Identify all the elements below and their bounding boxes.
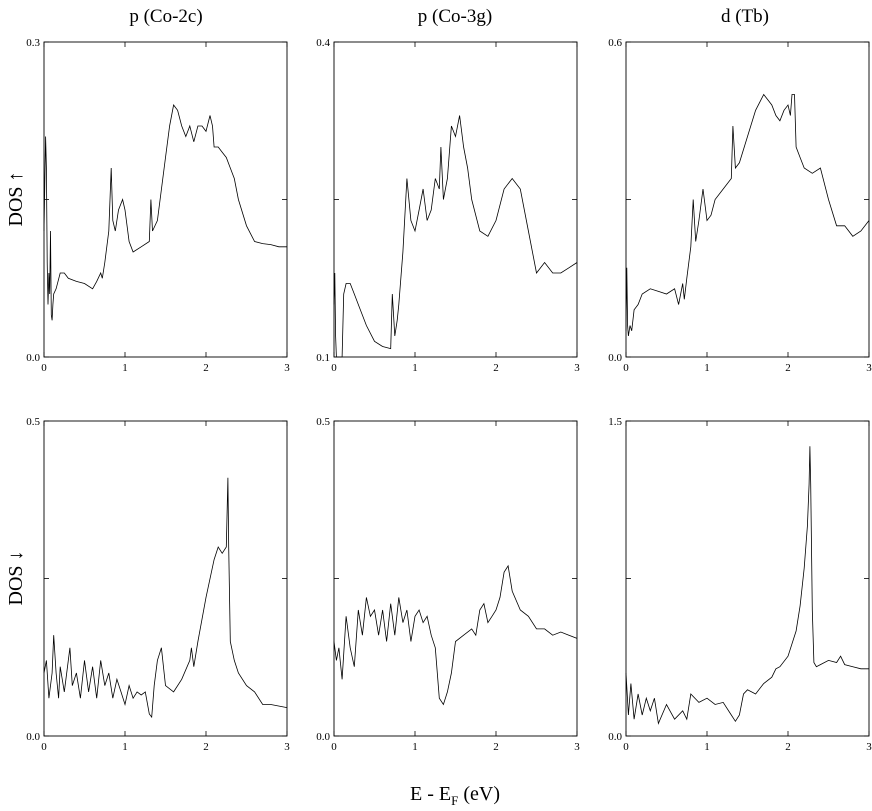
x-tick-label: 2 [785,741,791,753]
y-tick-label: 0.5 [26,416,40,428]
x-tick-label: 2 [785,362,791,374]
y-tick-label: 0.0 [26,352,40,364]
panel-2: 0 1 2 3 0.1 0.4 [316,37,580,374]
x-tick-label: 1 [704,362,710,374]
x-tick-label: 0 [41,362,47,374]
x-tick-label: 2 [203,362,209,374]
panel-1: 0 1 2 3 0.0 0.3 [26,37,290,374]
x-tick-label: 2 [493,741,499,753]
x-axis-label-subscript: F [451,793,458,808]
x-tick-label: 0 [331,741,337,753]
y-tick-label: 0.0 [316,731,330,743]
dos-curve [333,564,578,706]
column-title-co-3g: p (Co-3g) [418,6,492,27]
panel-4: 0 1 2 3 0.0 0.5 [26,416,290,753]
x-tick-label: 2 [493,362,499,374]
x-tick-label: 3 [284,362,290,374]
dos-curve [625,93,870,337]
panel-frame [333,41,578,358]
panel-frame [333,420,578,737]
x-axis-label-main: E - E [410,783,451,805]
x-axis-label-unit: (eV) [458,783,500,805]
x-tick-label: 1 [412,741,418,753]
y-tick-label: 0.5 [316,416,330,428]
x-tick-label: 0 [623,362,629,374]
y-tick-label: 0.1 [316,352,330,364]
x-tick-label: 3 [866,362,872,374]
panel-frame [625,41,870,358]
dos-curve [333,115,578,358]
x-tick-label: 3 [284,741,290,753]
y-tick-label: 0.0 [608,352,622,364]
y-tick-label: 0.6 [608,37,622,49]
panel-3: 0 1 2 3 0.0 0.6 [608,37,872,374]
y-tick-label: 0.4 [316,37,330,49]
x-tick-label: 1 [122,362,128,374]
dos-curve [43,477,288,719]
panel-5: 0 1 2 3 0.0 0.5 [316,416,580,753]
x-tick-label: 2 [203,741,209,753]
x-tick-label: 0 [41,741,47,753]
dos-curve [625,446,869,725]
x-tick-label: 3 [574,362,580,374]
row-label-spin-down: DOS ↓ [5,550,27,605]
panel-6: 0 1 2 3 0.0 1.5 [608,416,872,753]
x-axis-label: E - EF (eV) [410,783,500,808]
row-label-spin-up: DOS ↑ [5,171,27,226]
panel-frame [625,420,870,737]
y-tick-label: 0.0 [608,731,622,743]
x-tick-label: 1 [704,741,710,753]
column-title-co-2c: p (Co-2c) [129,6,202,27]
y-tick-label: 0.3 [26,37,40,49]
column-title-tb: d (Tb) [721,6,769,27]
x-tick-label: 3 [866,741,872,753]
x-tick-label: 1 [122,741,128,753]
y-tick-label: 0.0 [26,731,40,743]
panel-frame [43,41,288,358]
x-tick-label: 1 [412,362,418,374]
x-tick-label: 0 [331,362,337,374]
y-tick-label: 1.5 [608,416,622,428]
x-tick-label: 0 [623,741,629,753]
x-tick-label: 3 [574,741,580,753]
dos-curve [43,104,287,321]
panels-group: 0 1 2 3 0.0 0.3 0 1 2 3 0.1 0.4 0 1 2 3 0.0 0.6 0 1 2 3 0.0 0.5… [26,37,872,753]
